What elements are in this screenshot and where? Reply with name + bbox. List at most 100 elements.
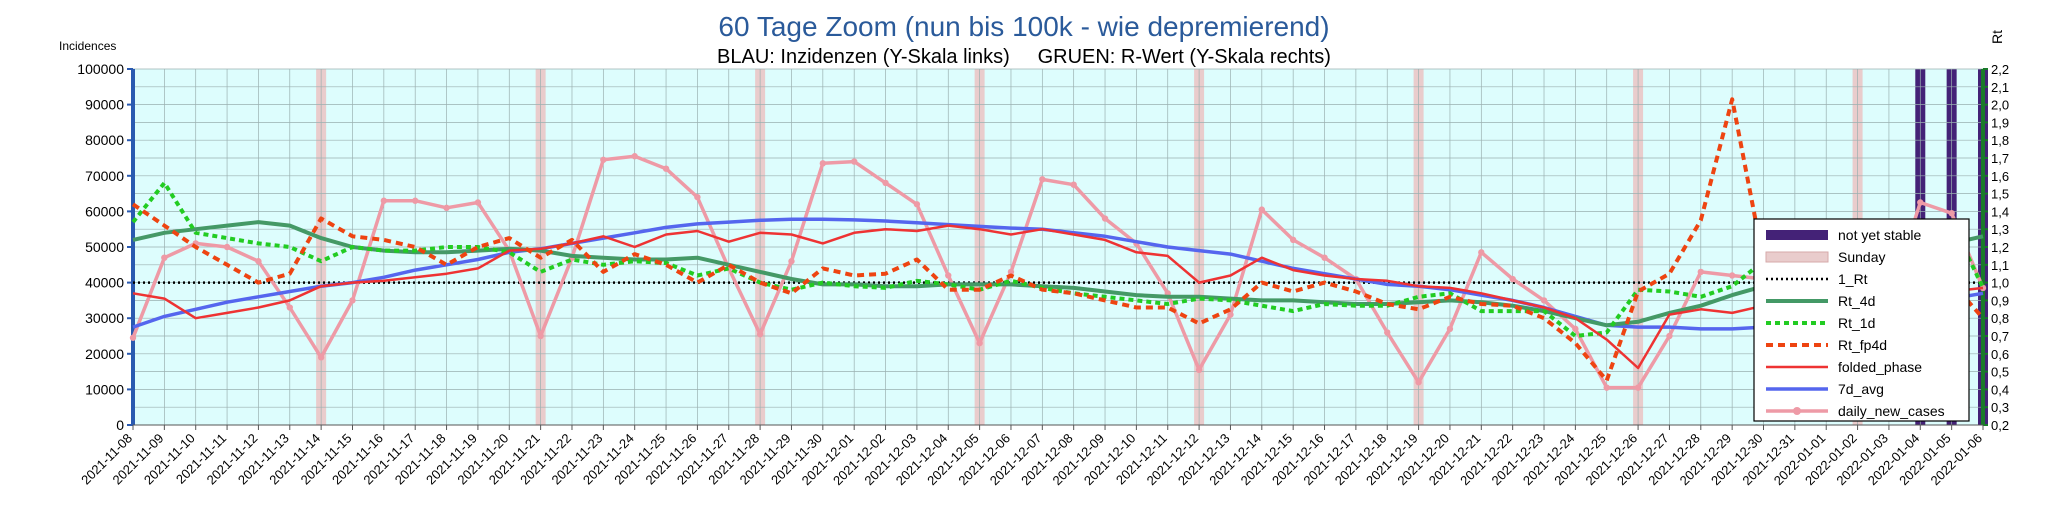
- data-point: [756, 331, 764, 338]
- data-point: [1509, 275, 1516, 283]
- data-point: [882, 179, 889, 187]
- data-point: [788, 258, 795, 265]
- data-point: [161, 254, 168, 261]
- data-point: [1195, 366, 1203, 374]
- left-tick-label: 60000: [85, 203, 124, 219]
- left-tick-label: 20000: [85, 346, 124, 362]
- right-tick-label: 0,9: [1991, 293, 2009, 308]
- data-point: [662, 165, 670, 172]
- legend-label: Rt_1d: [1838, 315, 1875, 331]
- data-point: [945, 272, 952, 279]
- right-tick-label: 2,1: [1991, 80, 2009, 95]
- data-point: [1446, 325, 1454, 333]
- legend-swatch-daily-new-cases-marker: [1793, 407, 1801, 415]
- right-tick-label: 1,4: [1991, 204, 2009, 219]
- data-point: [850, 158, 858, 165]
- series-line-rt-fp4d: [131, 97, 1985, 383]
- legend-swatch-not-yet-stable: [1766, 230, 1828, 240]
- data-point: [913, 201, 921, 208]
- chart-subtitle: BLAU: Inzidenzen (Y-Skala links) GRUEN: …: [717, 46, 1331, 68]
- right-tick-label: 1,9: [1991, 115, 2009, 130]
- right-tick-label: 0,6: [1991, 347, 2009, 362]
- legend-label: daily_new_cases: [1838, 403, 1945, 419]
- data-point: [1101, 215, 1109, 222]
- data-point: [600, 156, 607, 163]
- right-tick-label: 2,2: [1991, 62, 2009, 77]
- left-tick-label: 100000: [77, 61, 124, 77]
- data-point: [1603, 384, 1610, 391]
- data-point: [1227, 311, 1234, 318]
- data-point: [1039, 176, 1046, 183]
- data-point: [1070, 181, 1077, 188]
- data-point: [1384, 329, 1391, 336]
- data-point: [255, 258, 262, 265]
- data-point: [317, 354, 325, 361]
- legend-label: 1_Rt: [1838, 271, 1868, 287]
- data-point: [1697, 268, 1704, 276]
- data-point: [1007, 268, 1015, 276]
- data-point: [976, 339, 983, 347]
- right-tick-label: 0,3: [1991, 400, 2009, 415]
- data-point: [1478, 249, 1485, 256]
- left-tick-label: 50000: [85, 239, 124, 255]
- data-point: [537, 332, 544, 340]
- right-tick-label: 1,1: [1991, 258, 2009, 273]
- right-tick-label: 1,3: [1991, 222, 2009, 237]
- data-point: [631, 153, 638, 160]
- data-point: [129, 334, 137, 341]
- data-point: [1289, 236, 1297, 244]
- series-line-rt-4d: [132, 220, 1984, 328]
- data-point: [443, 204, 450, 212]
- data-point: [1258, 206, 1266, 213]
- right-tick-label: 0,2: [1991, 418, 2009, 433]
- legend-label: folded_phase: [1838, 359, 1922, 375]
- left-tick-label: 40000: [85, 275, 124, 291]
- legend-swatch-sunday: [1765, 251, 1829, 263]
- data-point: [1321, 254, 1328, 261]
- data-point: [1540, 297, 1548, 304]
- legend-label: Rt_4d: [1838, 293, 1875, 309]
- right-tick-label: 0,8: [1991, 311, 2009, 326]
- right-tick-label: 2,0: [1991, 98, 2009, 113]
- left-tick-label: 70000: [85, 168, 124, 184]
- left-tick-label: 30000: [85, 310, 124, 326]
- right-tick-label: 1,6: [1991, 169, 2009, 184]
- data-point: [474, 199, 482, 206]
- data-point: [819, 160, 827, 167]
- series-line-daily-new-cases: [131, 154, 1985, 390]
- right-tick-label: 0,5: [1991, 365, 2009, 380]
- left-tick-label: 10000: [85, 381, 124, 397]
- right-tick-label: 0,7: [1991, 329, 2009, 344]
- data-point: [412, 197, 419, 204]
- data-point: [1728, 272, 1736, 279]
- series-line-folded-phase: [132, 224, 1984, 370]
- right-tick-label: 1,5: [1991, 187, 2009, 202]
- legend-label: Sunday: [1838, 249, 1885, 265]
- data-point: [286, 304, 293, 311]
- left-tick-label: 90000: [85, 97, 124, 113]
- right-axis-label: Rt: [1989, 30, 2005, 44]
- data-point: [1917, 199, 1924, 206]
- data-point: [1666, 332, 1673, 340]
- left-tick-label: 0: [116, 417, 124, 433]
- data-point: [694, 193, 701, 201]
- data-point: [1634, 384, 1642, 391]
- plot-area: 0 10000 20000 30000 40000 50000 60000 70000 8000…: [77, 61, 2009, 488]
- data-point: [1572, 325, 1579, 333]
- legend-label: Rt_fp4d: [1838, 337, 1887, 353]
- right-tick-label: 0,4: [1991, 382, 2009, 397]
- legend-label: 7d_avg: [1838, 381, 1884, 397]
- chart-title: 60 Tage Zoom (nun bis 100k - wie depremi…: [718, 11, 1329, 42]
- data-point: [223, 243, 231, 251]
- data-point: [349, 297, 356, 304]
- data-point: [380, 197, 388, 204]
- data-point: [1415, 379, 1422, 386]
- right-tick-label: 1,7: [1991, 151, 2009, 166]
- legend: not yet stable Sunday 1_Rt Rt_4d Rt_1d Rt_fp4…: [1753, 218, 1970, 422]
- left-tick-label: 80000: [85, 132, 124, 148]
- right-tick-label: 1,8: [1991, 133, 2009, 148]
- data-point: [1948, 209, 1955, 217]
- left-axis-label: Incidences: [59, 39, 116, 53]
- legend-label: not yet stable: [1838, 227, 1921, 243]
